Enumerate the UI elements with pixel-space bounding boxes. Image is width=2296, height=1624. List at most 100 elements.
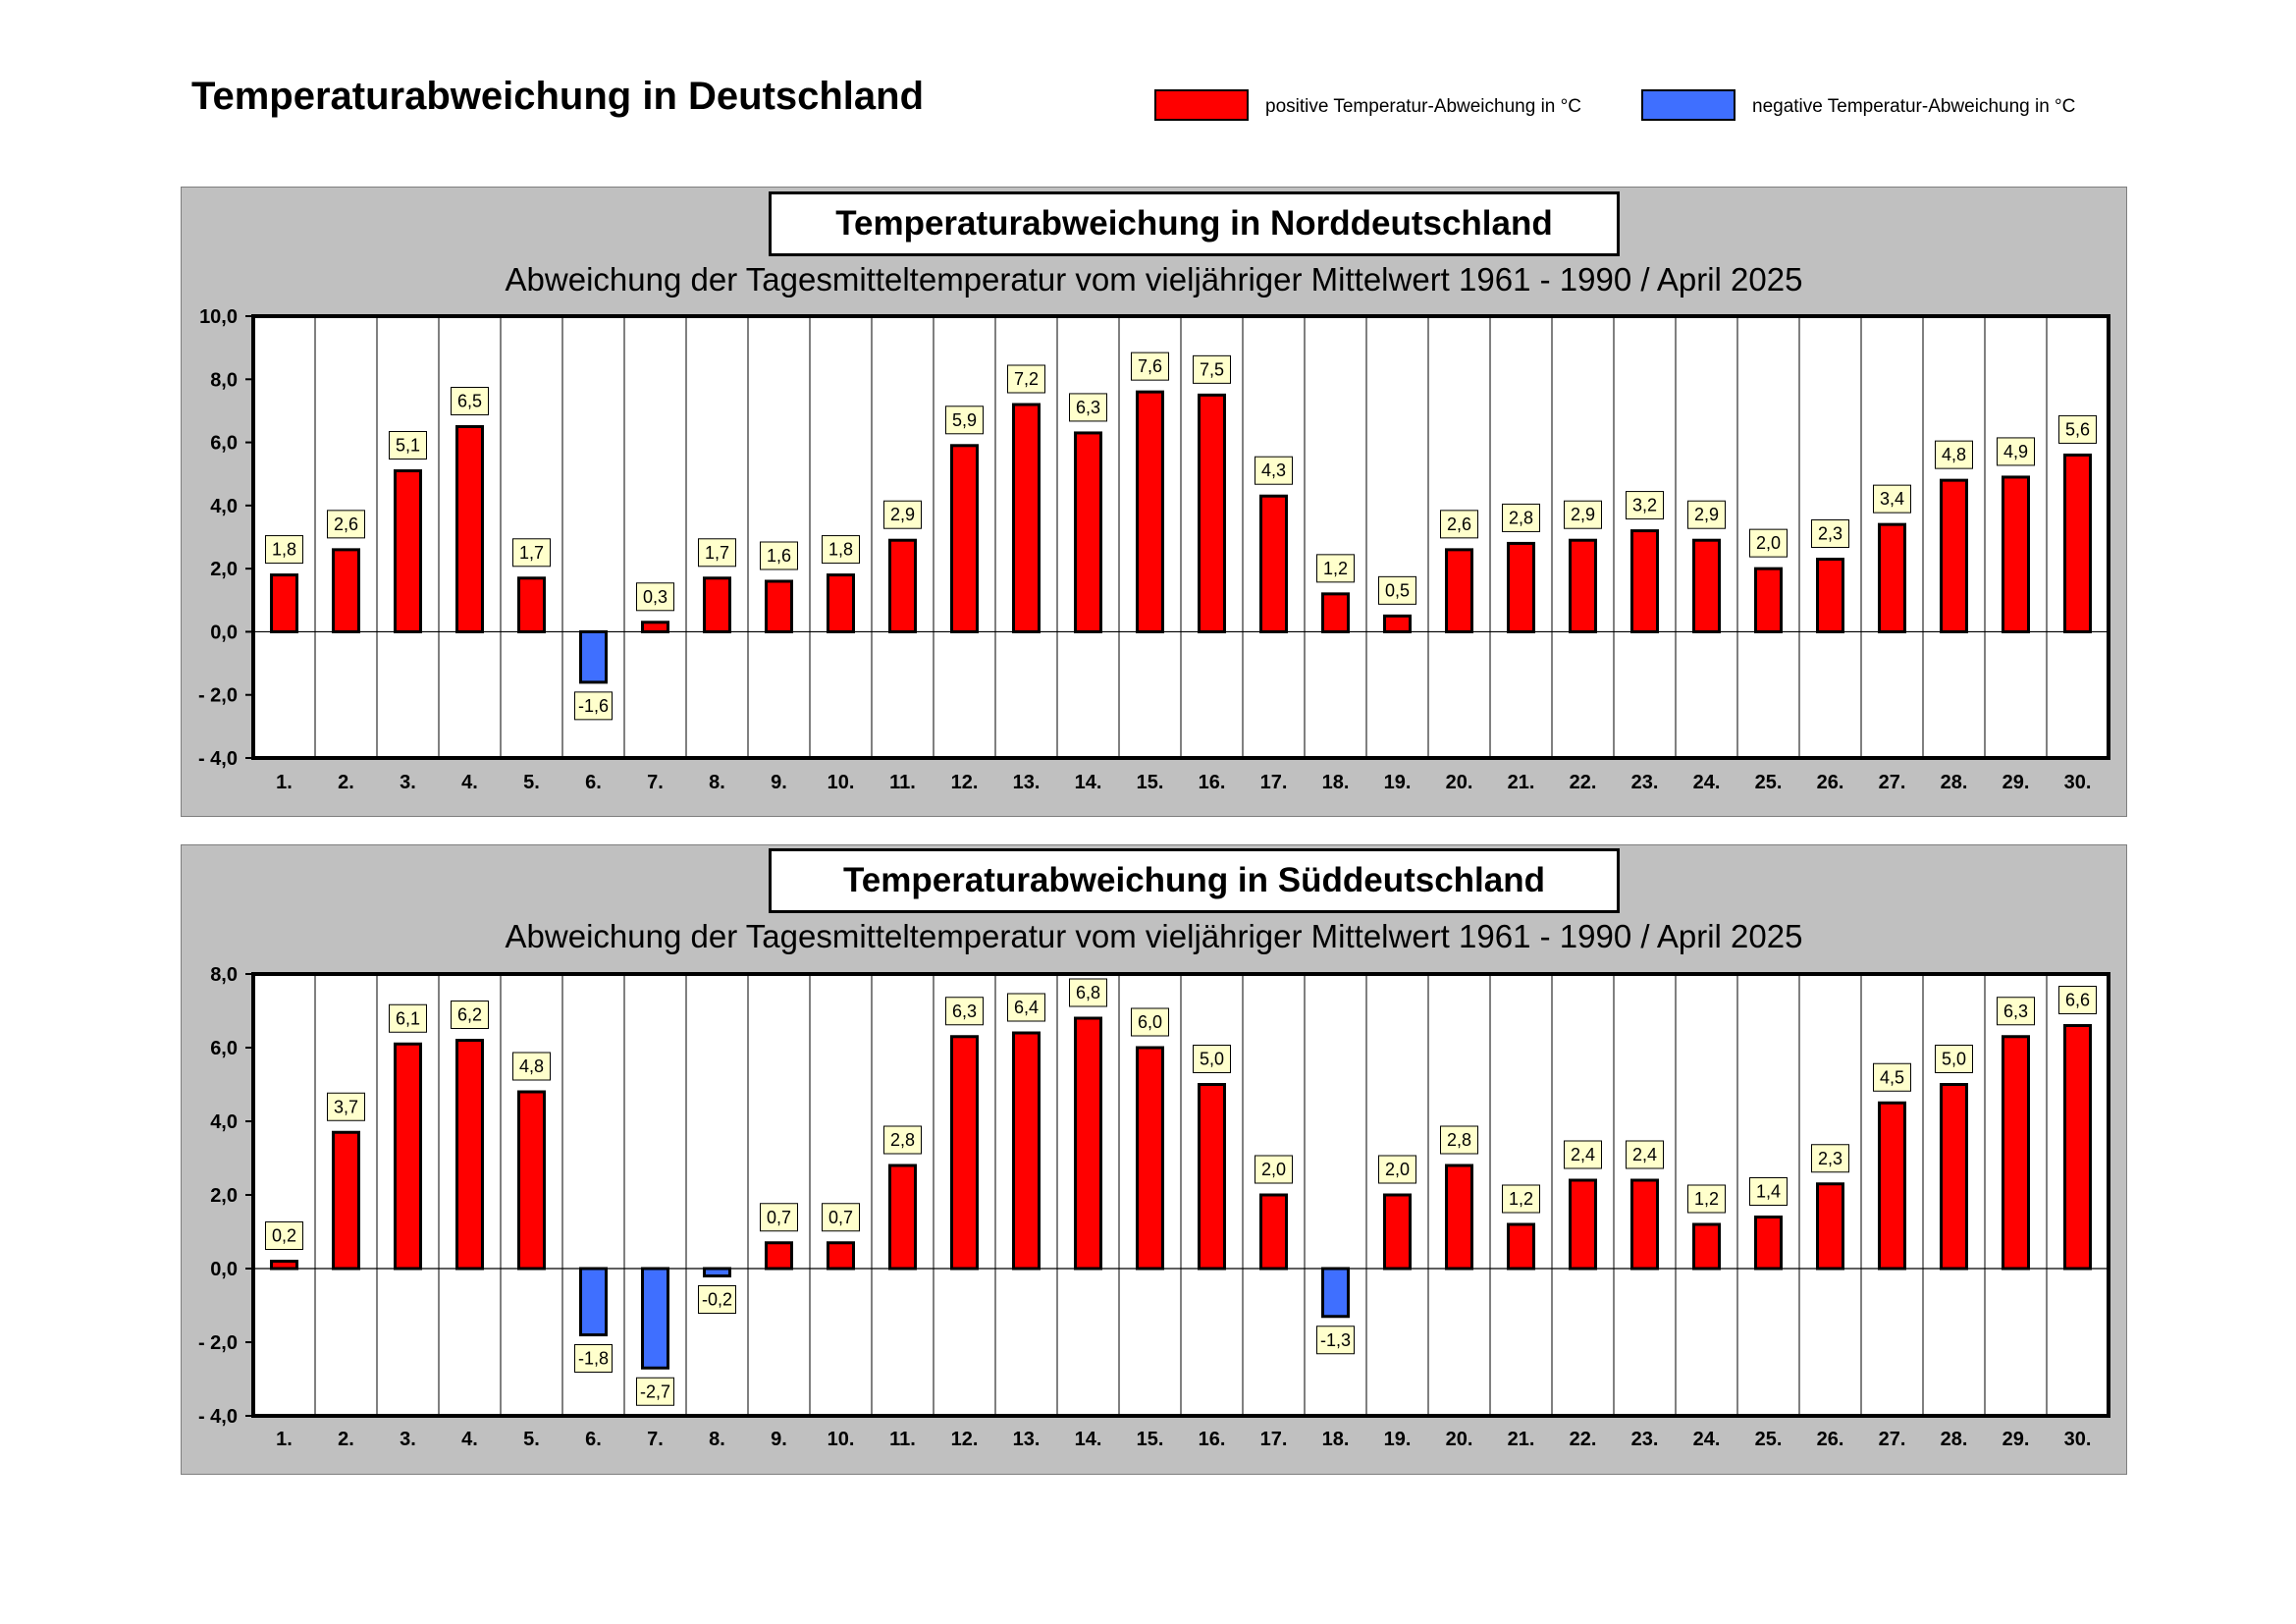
bar xyxy=(332,548,360,633)
data-label-box xyxy=(1131,352,1169,381)
x-tick-label: 6. xyxy=(585,772,602,793)
data-label: 5,0 xyxy=(1942,1050,1966,1069)
data-label: 1,4 xyxy=(1756,1182,1781,1202)
bar xyxy=(2063,1024,2092,1271)
data-label-box xyxy=(1626,491,1664,520)
data-label-box xyxy=(1378,575,1416,605)
data-label-box xyxy=(1255,456,1293,485)
bar xyxy=(1630,1178,1659,1271)
bar xyxy=(1692,1222,1721,1271)
data-label-box xyxy=(1440,510,1478,539)
chart-title-nord: Temperaturabweichung in Norddeutschland xyxy=(769,191,1620,256)
x-tick-label: 7. xyxy=(647,1429,664,1450)
x-tick-label: 14. xyxy=(1075,772,1102,793)
bar xyxy=(1630,529,1659,633)
bar xyxy=(1012,1031,1041,1271)
data-label: 6,3 xyxy=(2003,1001,2028,1021)
x-tick-label: 17. xyxy=(1260,1429,1288,1450)
x-tick-label: 13. xyxy=(1013,772,1041,793)
x-tick-label: 16. xyxy=(1199,1429,1226,1450)
data-label-box xyxy=(574,691,613,721)
x-tick-label: 19. xyxy=(1384,772,1412,793)
bar xyxy=(1259,494,1288,633)
data-label-box xyxy=(451,1001,489,1029)
bar xyxy=(1507,1222,1535,1271)
bar xyxy=(1445,1164,1473,1271)
bar xyxy=(1074,1016,1102,1271)
bar xyxy=(950,444,979,633)
data-label: 6,1 xyxy=(396,1008,420,1028)
x-tick-label: 6. xyxy=(585,1429,602,1450)
data-label-box xyxy=(1069,393,1107,422)
data-label-box xyxy=(512,538,551,568)
data-label: 1,7 xyxy=(705,543,729,563)
data-label: 2,4 xyxy=(1632,1145,1657,1164)
bar xyxy=(2002,475,2030,633)
x-tick-label: 13. xyxy=(1013,1429,1041,1450)
x-tick-label: 4. xyxy=(461,1429,478,1450)
data-label: 4,3 xyxy=(1261,460,1286,480)
data-label: 5,6 xyxy=(2065,419,2090,439)
data-label: 4,9 xyxy=(2003,442,2028,461)
legend-positive-label: positive Temperatur-Abweichung in °C xyxy=(1265,96,1581,117)
bar xyxy=(1136,1046,1164,1271)
data-label-box xyxy=(327,1092,365,1121)
data-label-box xyxy=(1440,1125,1478,1155)
data-label-box xyxy=(265,1221,303,1250)
bar xyxy=(1074,431,1102,633)
data-label: 2,8 xyxy=(1509,508,1533,527)
x-tick-label: 25. xyxy=(1755,772,1783,793)
data-label: 2,9 xyxy=(1694,505,1719,524)
x-tick-label: 3. xyxy=(400,772,416,793)
bar xyxy=(641,1267,669,1370)
data-label: 1,7 xyxy=(519,543,544,563)
data-label: -0,2 xyxy=(702,1290,732,1310)
page-title: Temperaturabweichung in Deutschland xyxy=(191,75,925,118)
bar xyxy=(517,1090,546,1271)
bar xyxy=(455,1039,484,1271)
bar xyxy=(888,538,917,633)
bar xyxy=(1569,1178,1597,1271)
data-label: 2,6 xyxy=(334,514,358,534)
y-tick-label: 10,0 xyxy=(199,306,238,328)
data-label-box xyxy=(760,541,798,570)
data-label: -2,7 xyxy=(640,1381,670,1401)
plot-frame xyxy=(251,972,2110,1418)
data-label: 4,8 xyxy=(1942,445,1966,464)
data-label-box xyxy=(1997,437,2035,466)
data-label: 5,1 xyxy=(396,436,420,456)
data-label-box xyxy=(698,538,736,568)
data-label: 0,7 xyxy=(767,1208,791,1227)
data-label-box xyxy=(574,1344,613,1373)
bar xyxy=(517,576,546,633)
data-label: 0,3 xyxy=(643,587,667,607)
data-label: 2,9 xyxy=(1571,505,1595,524)
bar xyxy=(1136,390,1164,633)
bar xyxy=(1321,592,1350,633)
bar xyxy=(2063,453,2092,633)
data-label: 1,8 xyxy=(272,540,296,560)
x-tick-label: 21. xyxy=(1508,772,1535,793)
data-label-box xyxy=(1749,1177,1788,1206)
x-tick-label: 7. xyxy=(647,772,664,793)
data-label-box xyxy=(1564,500,1602,529)
data-label: 7,5 xyxy=(1200,359,1224,379)
bar xyxy=(1445,548,1473,633)
bar xyxy=(394,469,422,633)
data-label: 2,4 xyxy=(1571,1145,1595,1164)
data-label: 6,5 xyxy=(457,392,482,411)
x-tick-label: 5. xyxy=(523,772,540,793)
x-tick-label: 15. xyxy=(1137,1429,1164,1450)
data-label: 3,4 xyxy=(1880,489,1904,509)
bar xyxy=(888,1164,917,1271)
data-label-box xyxy=(1255,1155,1293,1184)
x-tick-label: 28. xyxy=(1941,772,1968,793)
x-tick-label: 23. xyxy=(1631,772,1659,793)
bar xyxy=(455,425,484,633)
x-tick-label: 18. xyxy=(1322,1429,1350,1450)
bar xyxy=(1259,1193,1288,1271)
bar xyxy=(1878,1101,1906,1271)
x-tick-label: 28. xyxy=(1941,1429,1968,1450)
data-label: 2,6 xyxy=(1447,514,1471,534)
data-label: 7,6 xyxy=(1138,356,1162,376)
